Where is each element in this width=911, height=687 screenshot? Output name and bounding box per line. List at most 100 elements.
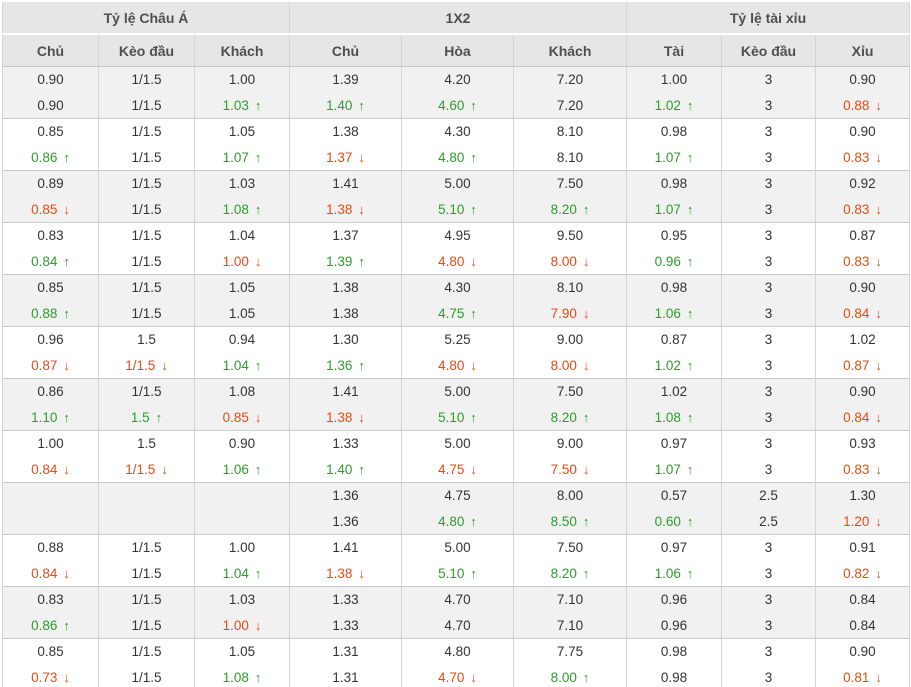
odds-value: 0.85 bbox=[37, 280, 64, 296]
odds-cell: 1.00 ↓ bbox=[194, 612, 290, 639]
odds-value: 0.96 bbox=[660, 592, 688, 608]
odds-value: 4.20 bbox=[444, 72, 471, 88]
section-header-1x2: 1X2 bbox=[289, 2, 627, 35]
odds-cell: 1.08 ↑ bbox=[194, 664, 290, 687]
odds-cell: 1.38 bbox=[289, 274, 402, 301]
odds-cell: 1/1.5 bbox=[98, 534, 195, 561]
col-header-ah-away: Khách bbox=[194, 34, 290, 67]
odds-row: 0.88 ↑ 1/1.5 1.05 1.38 4.75 ↑ 7.90 ↓ 1.06 ↑ 3 0.84 ↓ bbox=[2, 300, 910, 327]
odds-cell: 0.87 bbox=[626, 326, 722, 353]
up-arrow-icon: ↑ bbox=[358, 461, 365, 477]
odds-value: 1/1.5 bbox=[131, 253, 162, 269]
odds-cell: 1/1.5 bbox=[98, 560, 195, 587]
odds-cell: 1.00 bbox=[194, 66, 290, 93]
odds-value: 1/1.5 bbox=[131, 384, 162, 400]
up-arrow-icon: ↑ bbox=[63, 305, 70, 321]
odds-row: 1.10 ↑ 1.5 ↑ 0.85 ↓ 1.38 ↓ 5.10 ↑ 8.20 ↑ 1.08 ↑ 3 0.84 ↓ bbox=[2, 404, 910, 431]
up-arrow-icon: ↑ bbox=[254, 461, 262, 477]
odds-row: 0.85 ↓ 1/1.5 1.08 ↑ 1.38 ↓ 5.10 ↑ 8.20 ↑ 1.07 ↑ 3 0.83… bbox=[2, 196, 910, 223]
up-arrow-icon: ↑ bbox=[582, 513, 590, 529]
odds-cell: 1.06 ↑ bbox=[194, 456, 290, 483]
odds-value: 1/1.5 bbox=[125, 461, 156, 477]
odds-cell: 1.38 bbox=[289, 118, 402, 145]
odds-cell: 1.41 bbox=[289, 170, 402, 197]
down-arrow-icon: ↓ bbox=[63, 461, 70, 477]
odds-cell: 1.38 ↓ bbox=[289, 404, 402, 431]
odds-value: 5.25 bbox=[444, 332, 471, 348]
col-header-1x2-away: Khách bbox=[513, 34, 627, 67]
odds-value: 4.75 bbox=[444, 488, 471, 504]
odds-cell: 1.40 ↑ bbox=[289, 456, 402, 483]
odds-value: 1.02 bbox=[849, 332, 876, 348]
odds-value: 3 bbox=[764, 617, 773, 633]
odds-value: 0.96 bbox=[654, 253, 681, 269]
odds-value: 4.80 bbox=[438, 149, 465, 165]
odds-value: 5.10 bbox=[438, 409, 465, 425]
odds-value: 0.98 bbox=[660, 280, 688, 296]
odds-cell: 3 bbox=[721, 66, 816, 93]
odds-row: 0.73 ↓ 1/1.5 1.08 ↑ 1.31 4.70 ↓ 8.00 ↑ 0.98 3 0.81 ↓ bbox=[2, 664, 910, 687]
odds-cell: 0.90 bbox=[815, 66, 910, 93]
odds-cell: 0.98 bbox=[626, 170, 722, 197]
down-arrow-icon: ↓ bbox=[875, 149, 882, 165]
odds-cell: 0.84 ↓ bbox=[815, 300, 910, 327]
odds-cell: 2.5 bbox=[721, 508, 816, 535]
odds-value: 0.90 bbox=[37, 72, 64, 88]
up-arrow-icon: ↑ bbox=[470, 513, 477, 529]
up-arrow-icon: ↑ bbox=[470, 97, 477, 113]
odds-value: 1.20 bbox=[843, 513, 870, 529]
odds-value: 0.82 bbox=[843, 565, 870, 581]
odds-cell: 8.00 ↓ bbox=[513, 352, 627, 379]
odds-cell: 5.00 bbox=[401, 170, 514, 197]
odds-cell: 1.05 bbox=[194, 274, 290, 301]
odds-cell: 0.83 bbox=[2, 586, 99, 613]
odds-cell: 1/1.5 bbox=[98, 196, 195, 223]
odds-value: 1.41 bbox=[332, 540, 359, 556]
odds-cell: 0.86 ↑ bbox=[2, 612, 99, 639]
odds-value: 3 bbox=[764, 201, 773, 217]
odds-cell: 1.40 ↑ bbox=[289, 92, 402, 119]
odds-cell: 3 bbox=[721, 378, 816, 405]
odds-cell: 0.90 bbox=[2, 66, 99, 93]
odds-cell: 7.90 ↓ bbox=[513, 300, 627, 327]
down-arrow-icon: ↓ bbox=[470, 461, 477, 477]
odds-value: 1.38 bbox=[332, 280, 359, 296]
odds-cell bbox=[2, 508, 99, 535]
odds-row: 0.84 ↑ 1/1.5 1.00 ↓ 1.39 ↑ 4.80 ↓ 8.00 ↓ 0.96 ↑ 3 0.83… bbox=[2, 248, 910, 275]
down-arrow-icon: ↓ bbox=[582, 461, 590, 477]
odds-cell bbox=[194, 508, 290, 535]
odds-value: 3 bbox=[764, 228, 773, 244]
odds-value: 1.36 bbox=[332, 488, 359, 504]
odds-value: 0.86 bbox=[31, 149, 58, 165]
odds-value: 7.50 bbox=[550, 461, 577, 477]
odds-cell: 0.86 ↑ bbox=[2, 144, 99, 171]
odds-cell: 0.73 ↓ bbox=[2, 664, 99, 687]
odds-value: 0.84 bbox=[31, 461, 58, 477]
odds-row: 0.83 1/1.5 1.04 1.37 4.95 9.50 0.95 3 0.87 bbox=[2, 222, 910, 249]
odds-value: 1.30 bbox=[332, 332, 359, 348]
odds-value: 1.5 bbox=[137, 436, 156, 452]
odds-cell: 1.36 ↑ bbox=[289, 352, 402, 379]
down-arrow-icon: ↓ bbox=[875, 513, 882, 529]
odds-cell: 0.91 bbox=[815, 534, 910, 561]
odds-value: 7.75 bbox=[556, 644, 584, 660]
odds-cell: 0.81 ↓ bbox=[815, 664, 910, 687]
odds-cell: 1.38 ↓ bbox=[289, 196, 402, 223]
odds-cell: 1.03 bbox=[194, 586, 290, 613]
odds-cell: 1.33 bbox=[289, 586, 402, 613]
odds-value: 0.57 bbox=[660, 488, 688, 504]
odds-cell: 7.50 bbox=[513, 534, 627, 561]
down-arrow-icon: ↓ bbox=[358, 409, 365, 425]
odds-cell: 1.36 bbox=[289, 482, 402, 509]
odds-cell: 0.84 bbox=[815, 586, 910, 613]
odds-cell: 1.04 ↑ bbox=[194, 560, 290, 587]
odds-cell: 1.07 ↑ bbox=[626, 196, 722, 223]
odds-cell: 3 bbox=[721, 404, 816, 431]
odds-row: 0.86 ↑ 1/1.5 1.07 ↑ 1.37 ↓ 4.80 ↑ 8.10 1.07 ↑ 3 0.83 ↓ bbox=[2, 144, 910, 171]
odds-value: 1.00 bbox=[660, 72, 688, 88]
odds-cell: 1/1.5 bbox=[98, 222, 195, 249]
odds-value: 9.00 bbox=[556, 332, 584, 348]
odds-value: 0.86 bbox=[31, 617, 58, 633]
down-arrow-icon: ↓ bbox=[875, 253, 882, 269]
